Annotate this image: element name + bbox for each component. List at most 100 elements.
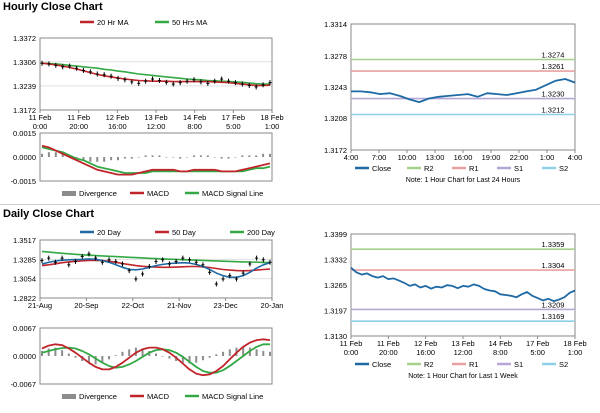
divergence-bar <box>123 157 126 159</box>
level-label-r1: 1.3261 <box>542 62 565 71</box>
series-line-ma20 <box>41 258 271 279</box>
x-tick-label: 18 Feb <box>563 339 586 348</box>
y-tick-label: -0.0015 <box>11 177 36 186</box>
divergence-bar <box>201 356 204 361</box>
divergence-bar <box>208 356 211 358</box>
legend-label: MACD <box>147 189 170 198</box>
legend-label: 50 Day <box>172 228 196 237</box>
divergence-bar <box>130 157 133 159</box>
x-tick-label: 14 Feb <box>489 339 512 348</box>
x-tick-label: 18 Feb <box>260 113 283 122</box>
x-tick-label: 20-Jan <box>261 301 284 310</box>
x-tick-label: 12:00 <box>454 348 473 357</box>
y-tick-label: 0.0067 <box>13 324 36 333</box>
divergence-bar <box>179 157 182 159</box>
x-tick-label: 11 Feb <box>29 113 52 122</box>
y-tick-label: 1.3243 <box>324 83 347 92</box>
x-tick-label: 4:00 <box>568 153 583 162</box>
level-label-s2: 1.3169 <box>542 312 565 321</box>
level-label-s1: 1.3230 <box>542 90 565 99</box>
divergence-bar <box>195 356 198 363</box>
legend-label: S2 <box>559 360 568 369</box>
x-tick-label: 1:00 <box>568 348 583 357</box>
divergence-bar <box>222 351 225 356</box>
hourly-close-chart-title: Hourly Close Chart <box>3 1 103 13</box>
legend-label: 200 Day <box>247 228 275 237</box>
hourly-levels-chart: 1.3314 1.3278 1.3243 1.3208 1.3172 1.3274 1.32… <box>324 20 583 184</box>
x-tick-label: 8:00 <box>187 122 202 129</box>
divergence-bar <box>188 356 191 364</box>
divergence-bar <box>181 356 184 363</box>
chart-note: Note: 1 Hour Chart for Last 24 Hours <box>406 177 521 184</box>
divergence-bar <box>241 155 244 157</box>
divergence-bar <box>103 157 106 162</box>
y-tick-label: 1.3208 <box>324 114 347 123</box>
divergence-bar <box>94 356 97 365</box>
divergence-bar <box>186 157 189 158</box>
divergence-bar <box>215 354 218 356</box>
y-tick-label: 1.3197 <box>324 307 347 316</box>
divergence-bar <box>47 152 50 157</box>
legend-label: Divergence <box>79 189 117 198</box>
y-tick-label: 1.3172 <box>324 146 347 155</box>
close-line <box>350 267 576 302</box>
divergence-bar <box>74 356 77 358</box>
x-tick-label: 20:00 <box>69 122 88 129</box>
legend-label: 20 Hr MA <box>97 18 129 27</box>
x-tick-label: 19:00 <box>482 153 501 162</box>
x-tick-label: 1:00 <box>540 153 555 162</box>
divergence-bar <box>172 157 175 158</box>
x-tick-label: 7:00 <box>372 153 387 162</box>
divergence-bar <box>114 355 117 356</box>
y-tick-label: 1.3172 <box>13 106 36 115</box>
divergence-bar <box>220 157 223 159</box>
x-tick-label: 12 Feb <box>106 113 129 122</box>
divergence-bar <box>89 157 92 162</box>
hourly-macd-chart: 0.0015 0.0000 -0.0015 Divergence MACD MACD Si… <box>11 129 273 198</box>
legend-label: R2 <box>424 164 434 173</box>
x-tick-label: 13 Feb <box>144 113 167 122</box>
legend-swatch <box>62 394 76 399</box>
legend-label: Close <box>372 360 391 369</box>
y-tick-label: 1.3239 <box>13 82 36 91</box>
divergence-bar <box>144 155 147 157</box>
x-tick-label: 22:00 <box>510 153 529 162</box>
x-tick-label: 14 Feb <box>183 113 206 122</box>
legend-label: S1 <box>514 164 523 173</box>
y-tick-label: 1.3314 <box>324 20 347 29</box>
divergence-bar <box>199 155 202 157</box>
x-tick-label: 21-Aug <box>28 301 52 310</box>
divergence-bar <box>228 349 231 356</box>
x-tick-label: 13:00 <box>426 153 445 162</box>
legend-label: R1 <box>469 164 479 173</box>
divergence-bar <box>158 155 161 157</box>
divergence-bar <box>54 347 57 356</box>
divergence-bar <box>82 157 85 161</box>
macd-line <box>41 338 271 377</box>
legend-label: R1 <box>469 360 479 369</box>
divergence-bar <box>151 155 154 157</box>
legend-label: R2 <box>424 360 434 369</box>
legend-label: Divergence <box>79 392 117 401</box>
divergence-bar <box>206 155 209 157</box>
divergence-bar <box>165 157 168 158</box>
divergence-bar <box>262 153 265 157</box>
divergence-bar <box>262 350 265 356</box>
level-label-r1: 1.3304 <box>542 261 565 270</box>
series-line-ma50 <box>41 259 271 272</box>
x-tick-label: 12 Feb <box>414 339 437 348</box>
x-tick-label: 17 Feb <box>526 339 549 348</box>
divergence-bar <box>101 356 104 363</box>
level-label-r2: 1.3359 <box>542 240 565 249</box>
divergence-bar <box>41 350 43 356</box>
legend-label: 20 Day <box>97 228 121 237</box>
divergence-bar <box>61 153 64 157</box>
legend-swatch <box>62 191 76 196</box>
x-tick-label: 16:00 <box>416 348 435 357</box>
divergence-bar <box>248 155 251 157</box>
y-tick-label: 1.3054 <box>13 275 36 284</box>
divergence-bar <box>234 157 237 158</box>
legend-label: MACD Signal Line <box>202 189 263 198</box>
divergence-bar <box>161 356 164 357</box>
x-tick-label: 16:00 <box>454 153 473 162</box>
